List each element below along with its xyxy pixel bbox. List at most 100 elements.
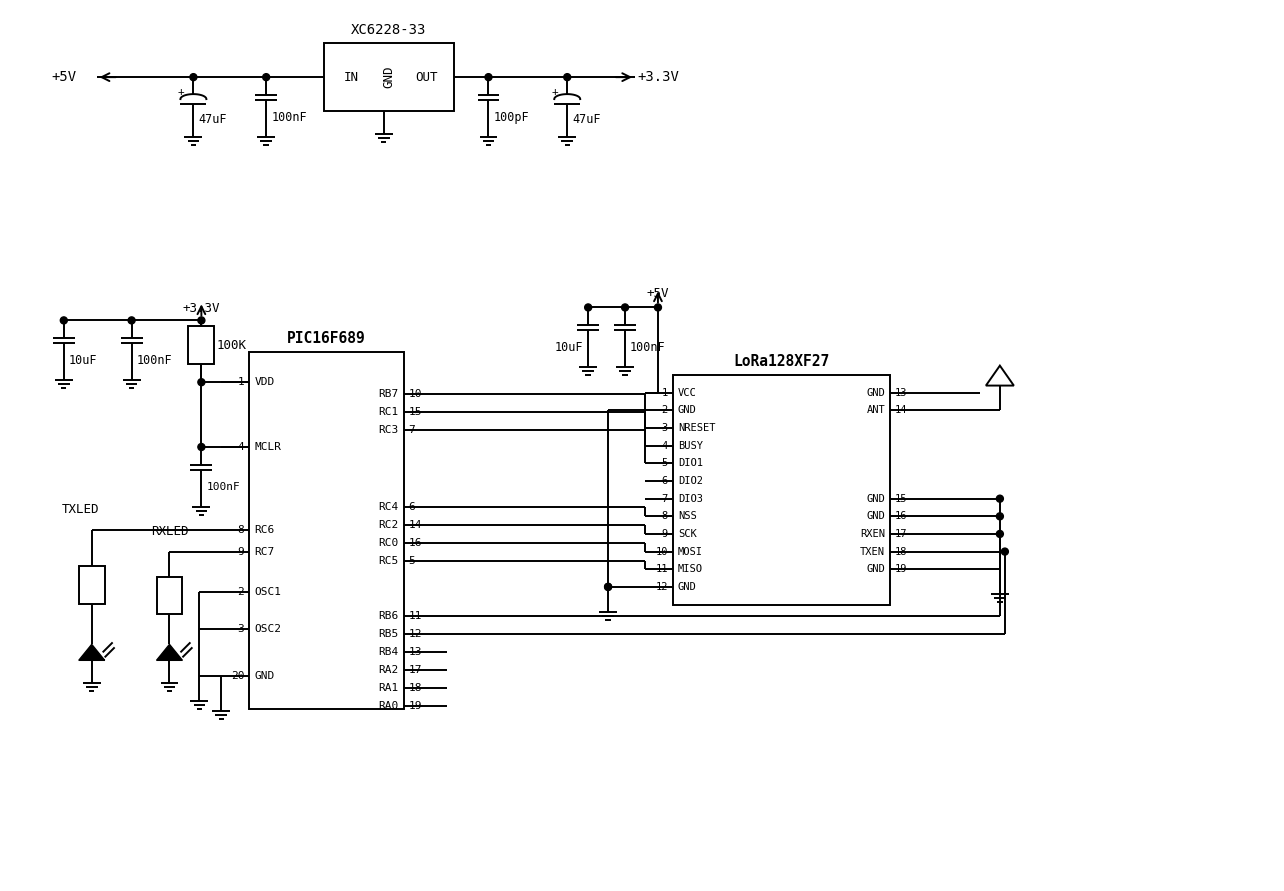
Text: RA0: RA0 [379, 701, 399, 711]
Text: DIO3: DIO3 [678, 494, 702, 503]
Text: 10uF: 10uF [555, 340, 583, 354]
Text: 13: 13 [408, 648, 422, 658]
Text: DIO1: DIO1 [678, 458, 702, 469]
Text: RC2: RC2 [379, 519, 399, 530]
Text: 1: 1 [661, 388, 668, 398]
Text: RC7: RC7 [254, 547, 275, 557]
Text: 16: 16 [895, 511, 908, 521]
Bar [324, 44, 453, 111]
Text: 9: 9 [661, 529, 668, 539]
Text: VDD: VDD [254, 377, 275, 388]
Text: 13: 13 [895, 388, 908, 398]
Text: 8: 8 [238, 525, 244, 535]
Text: GND: GND [867, 494, 885, 503]
Text: RB5: RB5 [379, 629, 399, 640]
Bar [157, 576, 182, 615]
Text: 11: 11 [408, 611, 422, 621]
Text: 5: 5 [408, 556, 416, 566]
Text: LoRa128XF27: LoRa128XF27 [733, 354, 829, 369]
Polygon shape [157, 644, 182, 660]
Text: 2: 2 [238, 586, 244, 597]
Text: 100nF: 100nF [207, 482, 240, 492]
Text: 20: 20 [231, 671, 244, 682]
Text: BUSY: BUSY [678, 441, 702, 451]
Circle shape [190, 74, 196, 81]
Text: +: + [551, 87, 559, 97]
Text: OSC1: OSC1 [254, 586, 281, 597]
Circle shape [198, 317, 205, 324]
Bar [78, 566, 105, 603]
Circle shape [584, 304, 592, 311]
Text: VCC: VCC [678, 388, 697, 398]
Text: OSC2: OSC2 [254, 625, 281, 634]
Circle shape [198, 444, 205, 451]
Text: 4: 4 [661, 441, 668, 451]
Text: +3.3V: +3.3V [637, 70, 679, 84]
Polygon shape [78, 644, 105, 660]
Text: 100pF: 100pF [493, 110, 529, 124]
Text: IN: IN [343, 70, 358, 84]
Text: RB7: RB7 [379, 389, 399, 399]
Bar [189, 326, 214, 364]
Text: RC0: RC0 [379, 537, 399, 548]
Text: 7: 7 [661, 494, 668, 503]
Text: +5V: +5V [647, 287, 669, 300]
Text: 18: 18 [408, 683, 422, 693]
Circle shape [128, 317, 135, 324]
Text: GND: GND [867, 511, 885, 521]
Text: NSS: NSS [678, 511, 697, 521]
Text: 10: 10 [655, 546, 668, 557]
Circle shape [564, 74, 570, 81]
Text: PIC16F689: PIC16F689 [288, 331, 366, 346]
Text: 14: 14 [895, 405, 908, 415]
Text: 8: 8 [661, 511, 668, 521]
Text: 6: 6 [661, 476, 668, 486]
Text: ANT: ANT [867, 405, 885, 415]
Text: MOSI: MOSI [678, 546, 702, 557]
Text: 10: 10 [408, 389, 422, 399]
Circle shape [198, 379, 205, 386]
Text: 47uF: 47uF [199, 112, 227, 126]
Text: 2: 2 [661, 405, 668, 415]
Text: 5: 5 [661, 458, 668, 469]
Circle shape [996, 495, 1003, 503]
Text: 17: 17 [895, 529, 908, 539]
Text: 9: 9 [238, 547, 244, 557]
Text: +3.3V: +3.3V [182, 302, 220, 315]
Text: 1: 1 [238, 377, 244, 388]
Circle shape [485, 74, 492, 81]
Text: RB4: RB4 [379, 648, 399, 658]
Circle shape [605, 584, 611, 591]
Circle shape [263, 74, 270, 81]
Text: 3: 3 [661, 423, 668, 433]
Text: RB6: RB6 [379, 611, 399, 621]
Text: 15: 15 [408, 407, 422, 417]
Text: 10uF: 10uF [69, 354, 98, 367]
Text: DIO2: DIO2 [678, 476, 702, 486]
Text: 7: 7 [408, 425, 416, 435]
Text: GND: GND [867, 388, 885, 398]
Circle shape [655, 304, 661, 311]
Circle shape [996, 513, 1003, 519]
Text: GND: GND [678, 582, 697, 592]
Text: RC4: RC4 [379, 502, 399, 511]
Text: RC3: RC3 [379, 425, 399, 435]
Text: GND: GND [678, 405, 697, 415]
Text: 100nF: 100nF [271, 110, 307, 124]
Text: TXEN: TXEN [860, 546, 885, 557]
Text: 12: 12 [655, 582, 668, 592]
Text: 17: 17 [408, 666, 422, 675]
Text: MCLR: MCLR [254, 442, 281, 452]
Text: GND: GND [254, 671, 275, 682]
Text: 100nF: 100nF [136, 354, 172, 367]
Text: MISO: MISO [678, 564, 702, 574]
Text: RA1: RA1 [379, 683, 399, 693]
Text: 6: 6 [408, 502, 416, 511]
Text: RXLED: RXLED [152, 525, 189, 538]
Text: GND: GND [383, 66, 395, 88]
Text: 100K: 100K [216, 339, 247, 352]
Text: 19: 19 [895, 564, 908, 574]
Polygon shape [986, 365, 1014, 386]
Text: XC6228-33: XC6228-33 [351, 23, 426, 37]
Text: GND: GND [867, 564, 885, 574]
